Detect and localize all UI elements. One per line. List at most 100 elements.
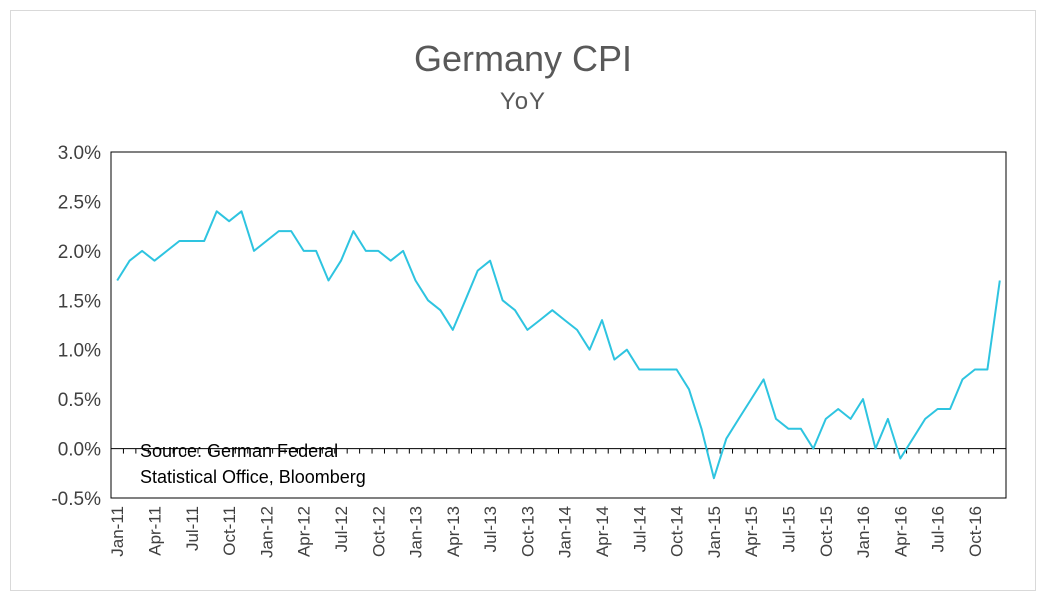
data-point: [328, 280, 330, 282]
data-point: [340, 260, 342, 262]
data-point: [315, 250, 317, 252]
data-point: [850, 418, 852, 420]
data-point: [862, 398, 864, 400]
data-point: [837, 408, 839, 410]
data-point: [887, 418, 889, 420]
data-point: [912, 438, 914, 440]
data-point: [352, 230, 354, 232]
data-point: [514, 309, 516, 311]
source-line-2: Statistical Office, Bloomberg: [140, 467, 366, 487]
data-point: [564, 319, 566, 321]
y-tick-label: 0.0%: [58, 440, 101, 461]
chart-title: Germany CPI: [413, 38, 633, 79]
data-point: [589, 349, 591, 351]
data-point: [812, 448, 814, 450]
data-point: [427, 299, 429, 301]
data-point: [613, 359, 615, 361]
data-point: [601, 319, 603, 321]
data-point: [713, 477, 715, 479]
data-point: [191, 240, 193, 242]
data-point: [962, 378, 964, 380]
data-point: [638, 369, 640, 371]
data-point: [129, 260, 131, 262]
data-point: [750, 398, 752, 400]
data-point: [551, 309, 553, 311]
chart-frame: [10, 10, 1036, 591]
data-point: [875, 448, 877, 450]
series-line-cpi: [116, 210, 1001, 480]
data-point: [452, 329, 454, 331]
data-point: [651, 369, 653, 371]
data-point: [278, 230, 280, 232]
data-point: [738, 418, 740, 420]
data-point: [216, 210, 218, 212]
x-tick-label: Apr-11: [146, 506, 165, 556]
x-tick-label: Jul-12: [332, 506, 351, 552]
data-point: [203, 240, 205, 242]
data-point: [663, 369, 665, 371]
data-point: [701, 428, 703, 430]
y-tick-label: -0.5%: [51, 489, 101, 510]
data-point: [526, 329, 528, 331]
x-tick-label: Jul-14: [630, 506, 649, 552]
data-point: [576, 329, 578, 331]
source-annotation: Source: German Federal Statistical Offic…: [140, 438, 366, 490]
data-point: [377, 250, 379, 252]
data-point: [228, 220, 230, 222]
chart-subtitle: YoY: [499, 88, 547, 115]
data-point: [154, 260, 156, 262]
data-point: [974, 369, 976, 371]
data-point: [937, 408, 939, 410]
x-tick-label: Jul-16: [929, 506, 948, 552]
x-tick-label: Jan-11: [108, 506, 127, 557]
data-point: [775, 418, 777, 420]
data-point: [788, 428, 790, 430]
data-point: [949, 408, 951, 410]
data-point: [924, 418, 926, 420]
x-tick-label: Oct-11: [220, 506, 239, 556]
data-point: [166, 250, 168, 252]
x-tick-label: Apr-12: [295, 506, 314, 557]
y-tick-label: 2.5%: [58, 192, 101, 213]
x-tick-label: Jul-15: [779, 506, 798, 552]
data-point: [986, 369, 988, 371]
y-tick-label: 3.0%: [58, 143, 101, 164]
data-point: [464, 299, 466, 301]
plot-area: [110, 151, 1007, 499]
data-point: [725, 438, 727, 440]
data-point: [825, 418, 827, 420]
y-tick-label: 0.5%: [58, 390, 101, 411]
y-tick-label: 1.0%: [58, 341, 101, 362]
x-tick-label: Jan-12: [257, 506, 276, 558]
data-point: [477, 270, 479, 272]
data-point: [626, 349, 628, 351]
x-tick-label: Apr-13: [444, 506, 463, 557]
y-tick-label: 2.0%: [58, 242, 101, 263]
data-point: [539, 319, 541, 321]
data-point: [253, 250, 255, 252]
data-point: [688, 388, 690, 390]
x-tick-label: Oct-16: [966, 506, 985, 557]
data-point: [899, 458, 901, 460]
x-tick-label: Apr-15: [742, 506, 761, 557]
data-point: [365, 250, 367, 252]
data-point: [763, 378, 765, 380]
x-tick-label: Jul-11: [183, 506, 202, 551]
data-point: [178, 240, 180, 242]
data-point: [141, 250, 143, 252]
data-point: [265, 240, 267, 242]
data-point: [999, 280, 1001, 282]
x-tick-label: Jan-15: [705, 506, 724, 558]
x-tick-label: Jan-14: [556, 506, 575, 558]
y-tick-label: 1.5%: [58, 291, 101, 312]
x-tick-label: Apr-16: [891, 506, 910, 557]
data-point: [402, 250, 404, 252]
data-point: [502, 299, 504, 301]
x-tick-label: Oct-12: [369, 506, 388, 557]
x-tick-label: Oct-13: [518, 506, 537, 557]
data-point: [439, 309, 441, 311]
data-point: [800, 428, 802, 430]
data-point: [489, 260, 491, 262]
data-point: [676, 369, 678, 371]
